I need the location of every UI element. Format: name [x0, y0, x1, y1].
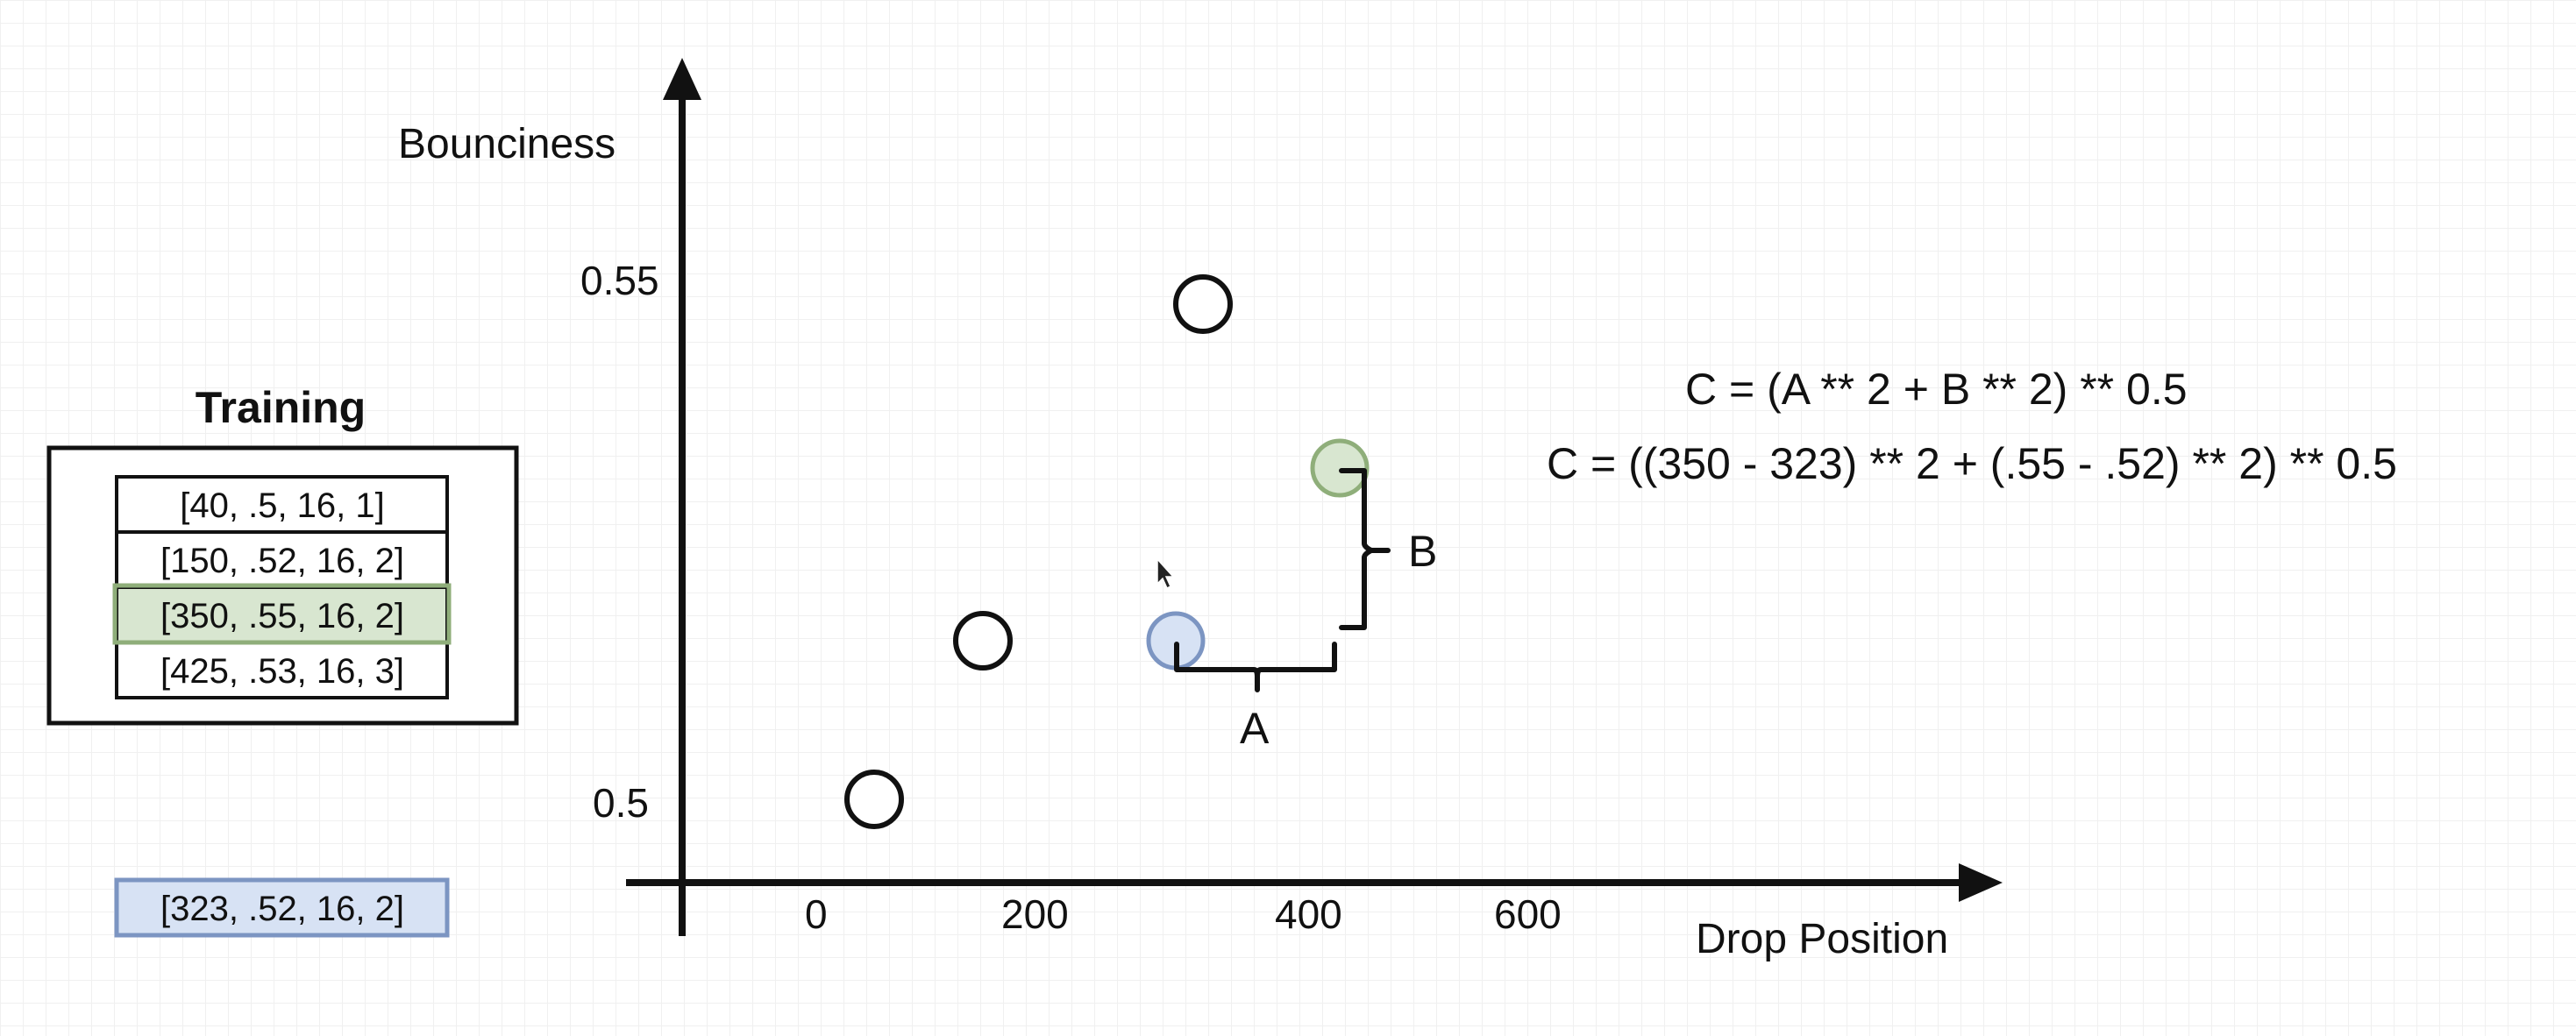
training-row-highlight: [112, 583, 452, 645]
axes: [626, 58, 2003, 936]
training-row-text: [350, .55, 16, 2]: [160, 597, 404, 635]
data-point: [844, 770, 904, 829]
training-rows: [40, .5, 16, 1] [150, .52, 16, 2] [350, …: [112, 475, 452, 699]
x-axis-title: Drop Position: [1696, 916, 1948, 962]
y-axis-arrowhead: [663, 58, 701, 100]
x-tick-label: 200: [1001, 891, 1069, 937]
brace-b: [1339, 468, 1391, 630]
formula-line-1: C = (A ** 2 + B ** 2) ** 0.5: [1685, 365, 2188, 414]
data-point: [953, 611, 1013, 671]
data-point-highlighted: [1310, 438, 1370, 498]
x-tick-label: 600: [1494, 891, 1562, 937]
x-tick-label: 400: [1275, 891, 1342, 937]
training-row: [115, 475, 449, 534]
training-row: [115, 641, 449, 699]
training-title: Training: [196, 383, 366, 432]
query-box: [114, 877, 450, 938]
training-row-text: [425, .53, 16, 3]: [160, 652, 404, 691]
y-tick-label: 0.55: [580, 258, 659, 303]
training-row-text: [150, .52, 16, 2]: [160, 542, 404, 580]
y-tick-label: 0.5: [593, 780, 649, 826]
x-tick-label: 0: [805, 891, 828, 937]
data-point: [1173, 274, 1233, 334]
brace-b-label: B: [1408, 527, 1437, 576]
x-axis-arrowhead: [1959, 863, 2003, 902]
brace-a-label: A: [1240, 704, 1270, 753]
mouse-cursor-icon: [1156, 557, 1175, 590]
formula-line-2: C = ((350 - 323) ** 2 + (.55 - .52) ** 2…: [1547, 439, 2397, 488]
data-points: [844, 274, 1370, 829]
query-text: [323, .52, 16, 2]: [160, 890, 404, 928]
y-axis-title: Bounciness: [398, 121, 616, 167]
brace-a: [1174, 642, 1337, 692]
training-row-text: [40, .5, 16, 1]: [180, 486, 385, 525]
